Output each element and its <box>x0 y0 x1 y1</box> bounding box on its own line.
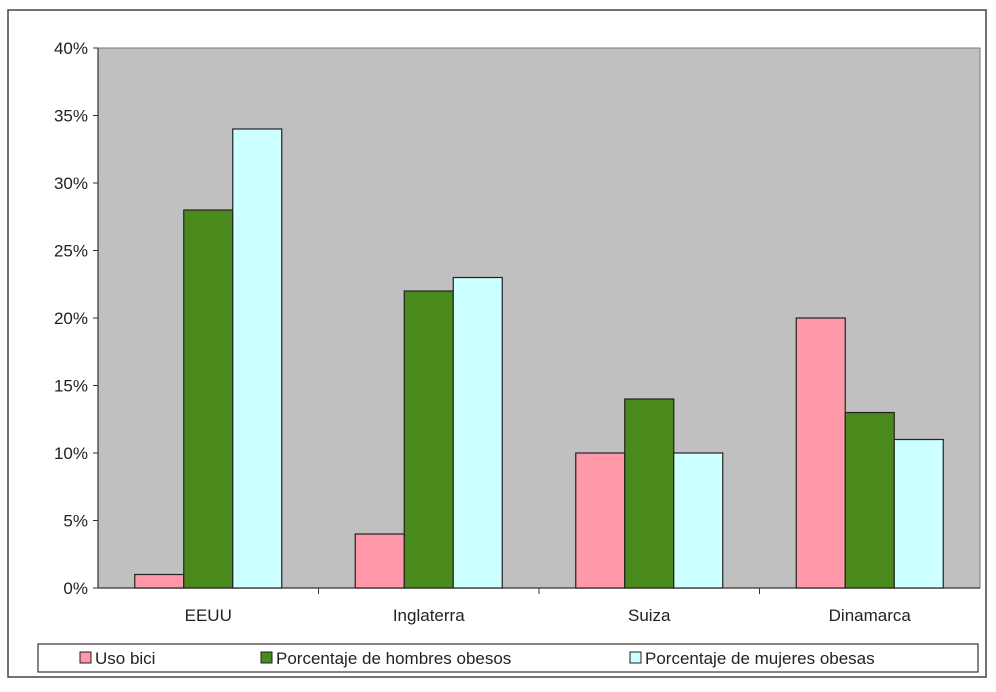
legend-swatch-1 <box>79 651 92 664</box>
y-tick-label: 5% <box>63 512 88 531</box>
legend-box <box>37 643 979 673</box>
y-tick-label: 0% <box>63 579 88 598</box>
legend-label-1: Uso bici <box>95 649 155 668</box>
bar-suiza-series-2 <box>624 398 675 589</box>
legend-swatch-3 <box>629 651 642 664</box>
bar-eeuu-series-3 <box>232 128 283 589</box>
bar-suiza-series-3 <box>673 452 724 589</box>
bar-inglaterra-series-3 <box>452 276 503 589</box>
bar-dinamarca-series-1 <box>795 317 846 589</box>
bar-inglaterra-series-2 <box>403 290 454 589</box>
y-tick-label: 30% <box>54 174 88 193</box>
bar-suiza-series-1 <box>575 452 626 589</box>
y-tick-label: 40% <box>54 39 88 58</box>
legend-label-3: Porcentaje de mujeres obesas <box>645 649 875 668</box>
y-tick-label: 25% <box>54 242 88 261</box>
bar-dinamarca-series-2 <box>844 411 895 589</box>
y-tick-label: 10% <box>54 444 88 463</box>
y-tick-label: 20% <box>54 309 88 328</box>
bar-dinamarca-series-3 <box>893 438 944 589</box>
bar-inglaterra-series-1 <box>354 533 405 589</box>
x-tick-label: Suiza <box>628 606 671 625</box>
bar-eeuu-series-2 <box>183 209 234 589</box>
bar-eeuu-series-1 <box>134 573 185 589</box>
y-tick-label: 15% <box>54 377 88 396</box>
x-tick-label: EEUU <box>185 606 232 625</box>
legend-label-2: Porcentaje de hombres obesos <box>276 649 511 668</box>
legend-swatch-2 <box>260 651 273 664</box>
y-tick-label: 35% <box>54 107 88 126</box>
x-tick-label: Inglaterra <box>393 606 465 625</box>
x-tick-label: Dinamarca <box>829 606 912 625</box>
